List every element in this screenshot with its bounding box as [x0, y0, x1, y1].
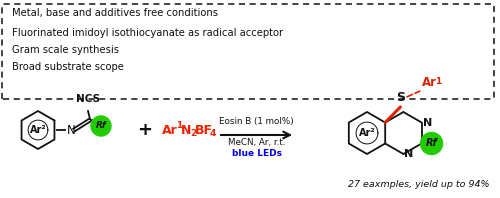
Text: N: N	[67, 124, 76, 136]
Text: NCS: NCS	[76, 94, 100, 104]
Text: Gram scale synthesis: Gram scale synthesis	[12, 45, 119, 55]
Circle shape	[420, 132, 442, 154]
Text: Eosin B (1 mol%): Eosin B (1 mol%)	[219, 117, 294, 126]
Text: N: N	[422, 117, 432, 128]
Text: MeCN, Ar, r.t.: MeCN, Ar, r.t.	[228, 138, 285, 147]
Text: Ar: Ar	[162, 124, 178, 136]
Text: Metal, base and additives free conditions: Metal, base and additives free condition…	[12, 8, 218, 18]
Text: Ar²: Ar²	[30, 125, 46, 135]
Text: BF: BF	[195, 124, 213, 136]
Text: Rf: Rf	[96, 122, 106, 130]
Text: 2: 2	[190, 129, 196, 138]
Text: Broad substrate scope: Broad substrate scope	[12, 62, 124, 72]
Text: Ar²: Ar²	[358, 128, 376, 138]
Text: Fluorinated imidoyl isothiocyanate as radical acceptor: Fluorinated imidoyl isothiocyanate as ra…	[12, 28, 283, 38]
Text: 1: 1	[176, 122, 182, 130]
Text: S: S	[396, 91, 405, 104]
Text: Rf: Rf	[426, 138, 438, 148]
Text: Ar: Ar	[422, 76, 438, 89]
Text: blue LEDs: blue LEDs	[232, 149, 281, 158]
Text: 4: 4	[210, 129, 216, 138]
Text: 1: 1	[436, 77, 442, 86]
Text: N: N	[181, 124, 192, 136]
Text: +: +	[138, 121, 152, 139]
FancyBboxPatch shape	[2, 4, 494, 99]
Text: 27 eaxmples, yield up to 94%: 27 eaxmples, yield up to 94%	[348, 180, 490, 189]
Text: N: N	[404, 149, 413, 159]
Circle shape	[91, 116, 111, 136]
